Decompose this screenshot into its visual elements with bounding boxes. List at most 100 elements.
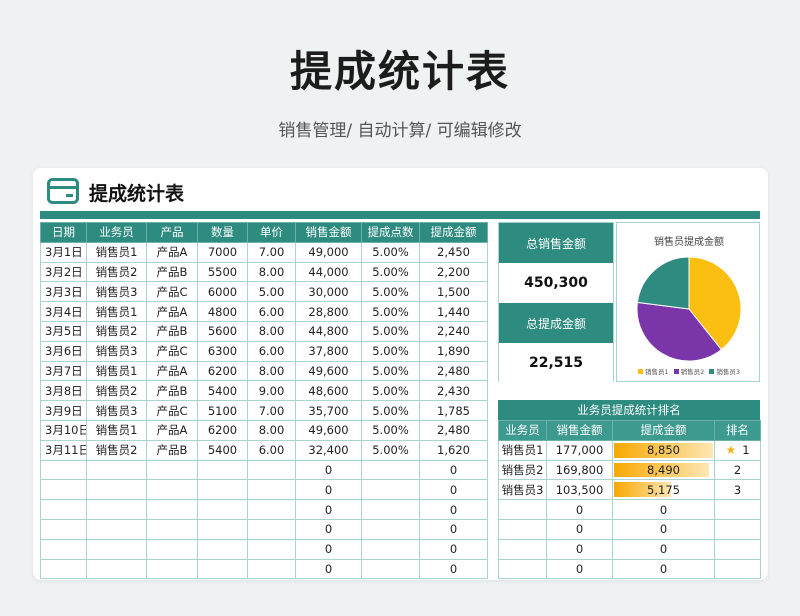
table-cell[interactable] bbox=[146, 499, 198, 520]
table-cell[interactable]: 销售员2 bbox=[86, 261, 147, 283]
ranking-rank-cell[interactable] bbox=[714, 499, 761, 520]
table-cell[interactable]: 2,450 bbox=[419, 241, 488, 263]
table-cell[interactable]: 3月1日 bbox=[40, 241, 87, 263]
table-cell[interactable]: 7.00 bbox=[247, 400, 296, 421]
table-cell[interactable]: 销售员3 bbox=[86, 340, 147, 362]
table-cell[interactable] bbox=[146, 558, 198, 580]
table-cell[interactable] bbox=[247, 479, 296, 501]
table-cell[interactable]: 销售员1 bbox=[86, 241, 147, 263]
table-cell[interactable]: 产品B bbox=[146, 261, 198, 283]
table-cell[interactable]: 产品C bbox=[146, 340, 198, 362]
table-cell[interactable]: 0 bbox=[419, 479, 488, 501]
table-cell[interactable]: 6200 bbox=[197, 360, 248, 382]
table-cell[interactable] bbox=[86, 518, 147, 540]
table-cell[interactable]: 产品A bbox=[146, 360, 198, 382]
table-cell[interactable] bbox=[197, 518, 248, 540]
table-cell[interactable]: 销售员1 bbox=[86, 419, 147, 441]
table-cell[interactable]: 5.00 bbox=[247, 281, 296, 303]
table-cell[interactable]: 0 bbox=[419, 499, 488, 520]
ranking-sales-cell[interactable]: 0 bbox=[546, 558, 613, 580]
table-cell[interactable] bbox=[146, 538, 198, 560]
table-cell[interactable]: 3月8日 bbox=[40, 380, 87, 402]
ranking-commission-cell[interactable]: 0 bbox=[612, 558, 715, 580]
table-cell[interactable]: 产品B bbox=[146, 439, 198, 461]
ranking-sales-cell[interactable]: 169,800 bbox=[546, 459, 613, 481]
table-cell[interactable]: 7000 bbox=[197, 241, 248, 263]
table-cell[interactable]: 32,400 bbox=[295, 439, 362, 461]
table-cell[interactable]: 8.00 bbox=[247, 419, 296, 441]
table-cell[interactable]: 产品B bbox=[146, 320, 198, 342]
table-cell[interactable]: 3月9日 bbox=[40, 400, 87, 421]
ranking-sales-cell[interactable]: 0 bbox=[546, 499, 613, 520]
table-cell[interactable]: 5.00% bbox=[361, 380, 420, 402]
ranking-sales-cell[interactable]: 177,000 bbox=[546, 439, 613, 461]
table-cell[interactable] bbox=[361, 479, 420, 501]
ranking-commission-cell[interactable]: 0 bbox=[612, 518, 715, 540]
table-cell[interactable] bbox=[40, 479, 87, 501]
ranking-commission-cell[interactable]: 8,850 bbox=[612, 439, 715, 461]
table-cell[interactable]: 3月6日 bbox=[40, 340, 87, 362]
table-cell[interactable] bbox=[197, 558, 248, 580]
table-cell[interactable]: 6.00 bbox=[247, 439, 296, 461]
table-cell[interactable]: 产品B bbox=[146, 380, 198, 402]
table-cell[interactable]: 0 bbox=[295, 459, 362, 481]
table-cell[interactable]: 49,000 bbox=[295, 241, 362, 263]
table-cell[interactable] bbox=[40, 459, 87, 481]
table-cell[interactable]: 销售员3 bbox=[86, 281, 147, 303]
table-cell[interactable]: 6.00 bbox=[247, 301, 296, 322]
table-cell[interactable]: 2,430 bbox=[419, 380, 488, 402]
table-cell[interactable]: 5.00% bbox=[361, 360, 420, 382]
table-cell[interactable] bbox=[197, 479, 248, 501]
table-cell[interactable]: 4800 bbox=[197, 301, 248, 322]
table-cell[interactable]: 0 bbox=[295, 499, 362, 520]
table-cell[interactable] bbox=[86, 499, 147, 520]
table-cell[interactable] bbox=[247, 518, 296, 540]
ranking-sales-cell[interactable]: 0 bbox=[546, 518, 613, 540]
table-cell[interactable]: 6300 bbox=[197, 340, 248, 362]
table-cell[interactable]: 销售员2 bbox=[86, 380, 147, 402]
table-cell[interactable]: 49,600 bbox=[295, 360, 362, 382]
table-cell[interactable] bbox=[40, 558, 87, 580]
table-cell[interactable]: 30,000 bbox=[295, 281, 362, 303]
ranking-name-cell[interactable]: 销售员1 bbox=[498, 439, 547, 461]
table-cell[interactable] bbox=[361, 558, 420, 580]
table-cell[interactable]: 产品C bbox=[146, 400, 198, 421]
table-cell[interactable] bbox=[361, 538, 420, 560]
table-cell[interactable]: 销售员1 bbox=[86, 360, 147, 382]
table-cell[interactable]: 1,620 bbox=[419, 439, 488, 461]
table-cell[interactable] bbox=[146, 518, 198, 540]
table-cell[interactable]: 5.00% bbox=[361, 320, 420, 342]
table-cell[interactable]: 48,600 bbox=[295, 380, 362, 402]
table-cell[interactable]: 0 bbox=[419, 538, 488, 560]
table-cell[interactable] bbox=[247, 538, 296, 560]
table-cell[interactable]: 3月4日 bbox=[40, 301, 87, 322]
table-cell[interactable]: 8.00 bbox=[247, 261, 296, 283]
ranking-rank-cell[interactable] bbox=[714, 518, 761, 540]
table-cell[interactable]: 0 bbox=[295, 538, 362, 560]
table-cell[interactable] bbox=[86, 538, 147, 560]
table-cell[interactable]: 49,600 bbox=[295, 419, 362, 441]
table-cell[interactable] bbox=[146, 459, 198, 481]
table-cell[interactable]: 5600 bbox=[197, 320, 248, 342]
table-cell[interactable]: 3月2日 bbox=[40, 261, 87, 283]
table-cell[interactable]: 2,480 bbox=[419, 419, 488, 441]
ranking-rank-cell[interactable]: 2 bbox=[714, 459, 761, 481]
ranking-rank-cell[interactable]: 3 bbox=[714, 479, 761, 501]
ranking-rank-cell[interactable] bbox=[714, 538, 761, 560]
table-cell[interactable]: 37,800 bbox=[295, 340, 362, 362]
table-cell[interactable] bbox=[361, 459, 420, 481]
table-cell[interactable]: 3月3日 bbox=[40, 281, 87, 303]
table-cell[interactable]: 8.00 bbox=[247, 360, 296, 382]
table-cell[interactable]: 销售员2 bbox=[86, 439, 147, 461]
table-cell[interactable] bbox=[361, 499, 420, 520]
table-cell[interactable] bbox=[361, 518, 420, 540]
table-cell[interactable]: 6000 bbox=[197, 281, 248, 303]
table-cell[interactable]: 5.00% bbox=[361, 400, 420, 421]
ranking-name-cell[interactable] bbox=[498, 518, 547, 540]
table-cell[interactable]: 7.00 bbox=[247, 241, 296, 263]
ranking-name-cell[interactable]: 销售员2 bbox=[498, 459, 547, 481]
table-cell[interactable]: 2,240 bbox=[419, 320, 488, 342]
table-cell[interactable] bbox=[40, 518, 87, 540]
table-cell[interactable]: 2,480 bbox=[419, 360, 488, 382]
table-cell[interactable] bbox=[247, 558, 296, 580]
